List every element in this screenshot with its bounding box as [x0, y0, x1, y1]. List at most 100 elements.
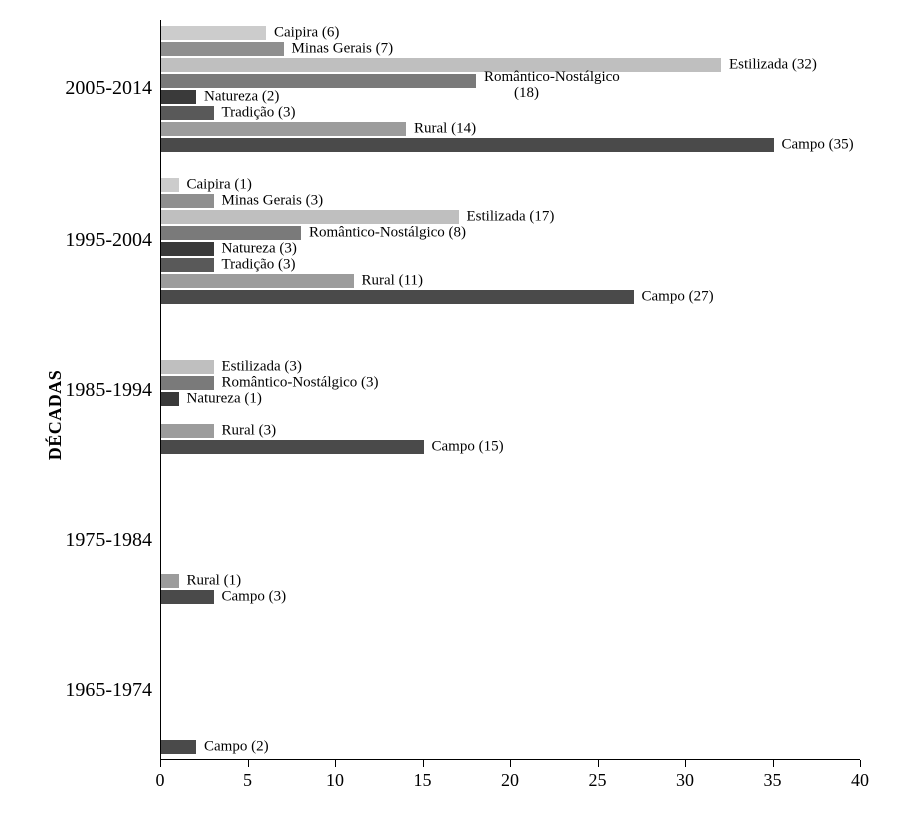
- bar-row: Campo (15): [161, 440, 860, 454]
- bar: [161, 440, 424, 454]
- x-tick-mark: [510, 760, 511, 767]
- x-tick-mark: [160, 760, 161, 767]
- x-tick-label: 30: [665, 770, 705, 791]
- x-tick-mark: [335, 760, 336, 767]
- bar-row: Campo (35): [161, 138, 860, 152]
- bar-row: [161, 692, 860, 706]
- bar: [161, 590, 214, 604]
- x-tick-mark: [685, 760, 686, 767]
- bar: [161, 122, 406, 136]
- bar-row: Romântico-Nostálgico (3): [161, 376, 860, 390]
- bar-value-label: Romântico-Nostálgico (8): [309, 225, 466, 242]
- bar-row: [161, 510, 860, 524]
- bar-value-label: Campo (2): [204, 739, 269, 756]
- bar-value-label: Rural (3): [222, 423, 277, 440]
- bar-value-label: Estilizada (32): [729, 57, 817, 74]
- bar: [161, 90, 196, 104]
- x-tick-mark: [860, 760, 861, 767]
- bar-value-label: Estilizada (17): [467, 209, 555, 226]
- bar-row: Caipira (6): [161, 26, 860, 40]
- bar-row: Rural (11): [161, 274, 860, 288]
- bar-row: [161, 408, 860, 422]
- plot-area: Caipira (6)Minas Gerais (7) Estilizada (3…: [160, 20, 860, 760]
- bar-value-label: Romântico-Nostálgico (3): [222, 375, 379, 392]
- x-tick-label: 5: [228, 770, 268, 791]
- bar: [161, 376, 214, 390]
- bar-row: Minas Gerais (7): [161, 42, 860, 56]
- bar: [161, 290, 634, 304]
- x-tick-mark: [773, 760, 774, 767]
- decade-label: 1965-1974: [65, 679, 152, 702]
- bar: [161, 258, 214, 272]
- bar-value-label: Rural (1): [187, 573, 242, 590]
- bar-value-label: Campo (27): [642, 289, 714, 306]
- bar-row: [161, 708, 860, 722]
- x-tick-label: 40: [840, 770, 880, 791]
- bar-value-label: Rural (11): [362, 273, 424, 290]
- x-tick-label: 25: [578, 770, 618, 791]
- decade-label: 2005-2014: [65, 77, 152, 100]
- bar: [161, 242, 214, 256]
- bar-value-label: Natureza (2): [204, 89, 279, 106]
- bar: [161, 360, 214, 374]
- bar-row: Campo (3): [161, 590, 860, 604]
- bar-value-label: Campo (15): [432, 439, 504, 456]
- bar-row: Natureza (3): [161, 242, 860, 256]
- x-tick-label: 35: [753, 770, 793, 791]
- bar-row: [161, 644, 860, 658]
- bar-value-label: Rural (14): [414, 121, 476, 138]
- bar-row: Campo (27): [161, 290, 860, 304]
- bar: [161, 178, 179, 192]
- bar-row: [161, 328, 860, 342]
- bar: [161, 424, 214, 438]
- bar-row: Tradição (3): [161, 258, 860, 272]
- bar-value-label: Caipira (6): [274, 25, 339, 42]
- decade-label: 1995-2004: [65, 229, 152, 252]
- bar: [161, 392, 179, 406]
- bar: [161, 26, 266, 40]
- bar-value-label: Natureza (3): [222, 241, 297, 258]
- bar-row: [161, 344, 860, 358]
- bar-row: [161, 526, 860, 540]
- bar-row: Minas Gerais (3): [161, 194, 860, 208]
- x-tick-label: 0: [140, 770, 180, 791]
- bar-value-label: Caipira (1): [187, 177, 252, 194]
- bar: [161, 210, 459, 224]
- decade-label: 1985-1994: [65, 379, 152, 402]
- x-tick-mark: [598, 760, 599, 767]
- bar-row: [161, 558, 860, 572]
- bar-row: [161, 478, 860, 492]
- bar-row: [161, 660, 860, 674]
- y-axis-labels: 2005-2014 1995-2004 1985-1994 1975-1984 1965…: [50, 20, 160, 760]
- bar-value-label: Campo (3): [222, 589, 287, 606]
- bar-value-label: Minas Gerais (3): [222, 193, 324, 210]
- bar-row: Rural (1): [161, 574, 860, 588]
- bar-row: Natureza (2): [161, 90, 860, 104]
- bar: [161, 42, 284, 56]
- bar: [161, 274, 354, 288]
- bar-row: [161, 542, 860, 556]
- bar-value-label: Estilizada (3): [222, 359, 302, 376]
- bar: [161, 226, 301, 240]
- bar-row: Campo (2): [161, 740, 860, 754]
- bar-row: [161, 676, 860, 690]
- bar-row: [161, 724, 860, 738]
- bar: [161, 740, 196, 754]
- bar-value-label: Natureza (1): [187, 391, 262, 408]
- bar-row: Tradição (3): [161, 106, 860, 120]
- bar-row: Estilizada (17): [161, 210, 860, 224]
- bar: [161, 74, 476, 88]
- x-tick-label: 15: [403, 770, 443, 791]
- bar: [161, 106, 214, 120]
- decade-label: 1975-1984: [65, 529, 152, 552]
- bar-row: Rural (3): [161, 424, 860, 438]
- x-axis-ticks: 0510152025303540: [160, 760, 860, 800]
- x-tick-mark: [248, 760, 249, 767]
- bar-row: [161, 494, 860, 508]
- bar-value-label: Campo (35): [782, 137, 854, 154]
- bar-value-label: Tradição (3): [222, 105, 296, 122]
- bar: [161, 574, 179, 588]
- bar: [161, 194, 214, 208]
- bar-row: Romântico-Nostálgico (18): [161, 74, 860, 88]
- bar-value-label: Minas Gerais (7): [292, 41, 394, 58]
